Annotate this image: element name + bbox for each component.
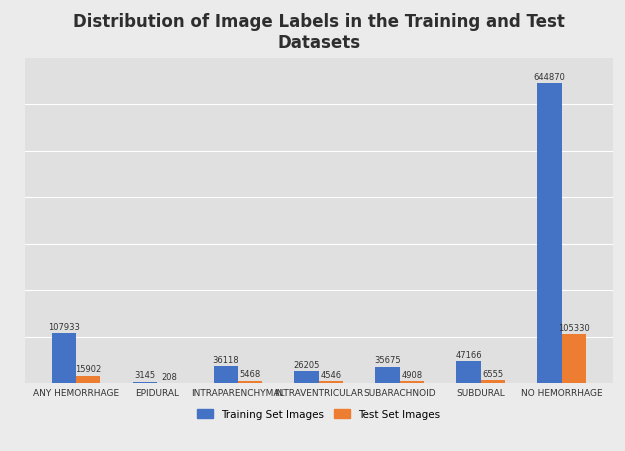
Text: 3145: 3145 xyxy=(134,371,156,380)
Title: Distribution of Image Labels in the Training and Test
Datasets: Distribution of Image Labels in the Trai… xyxy=(72,13,565,51)
Bar xyxy=(561,335,586,383)
Text: 26205: 26205 xyxy=(293,360,320,369)
Text: 4908: 4908 xyxy=(401,370,422,379)
Bar xyxy=(52,333,76,383)
Text: 107933: 107933 xyxy=(48,322,80,331)
Bar xyxy=(456,361,481,383)
Text: 4546: 4546 xyxy=(321,370,341,379)
Text: 5468: 5468 xyxy=(239,369,261,378)
Text: 6555: 6555 xyxy=(482,369,503,378)
Bar xyxy=(76,376,100,383)
Text: 15902: 15902 xyxy=(75,365,101,374)
Text: 208: 208 xyxy=(161,372,177,381)
Text: 35675: 35675 xyxy=(374,355,401,364)
Bar xyxy=(538,84,561,383)
Bar xyxy=(376,367,399,383)
Bar xyxy=(214,367,238,383)
Text: 36118: 36118 xyxy=(213,355,239,364)
Bar xyxy=(481,380,505,383)
Text: 105330: 105330 xyxy=(558,323,589,332)
Bar xyxy=(319,381,343,383)
Text: 47166: 47166 xyxy=(455,350,482,359)
Text: 644870: 644870 xyxy=(534,73,566,82)
Legend: Training Set Images, Test Set Images: Training Set Images, Test Set Images xyxy=(193,405,444,423)
Bar xyxy=(294,371,319,383)
Bar xyxy=(399,381,424,383)
Bar xyxy=(238,381,262,383)
Bar xyxy=(132,382,157,383)
